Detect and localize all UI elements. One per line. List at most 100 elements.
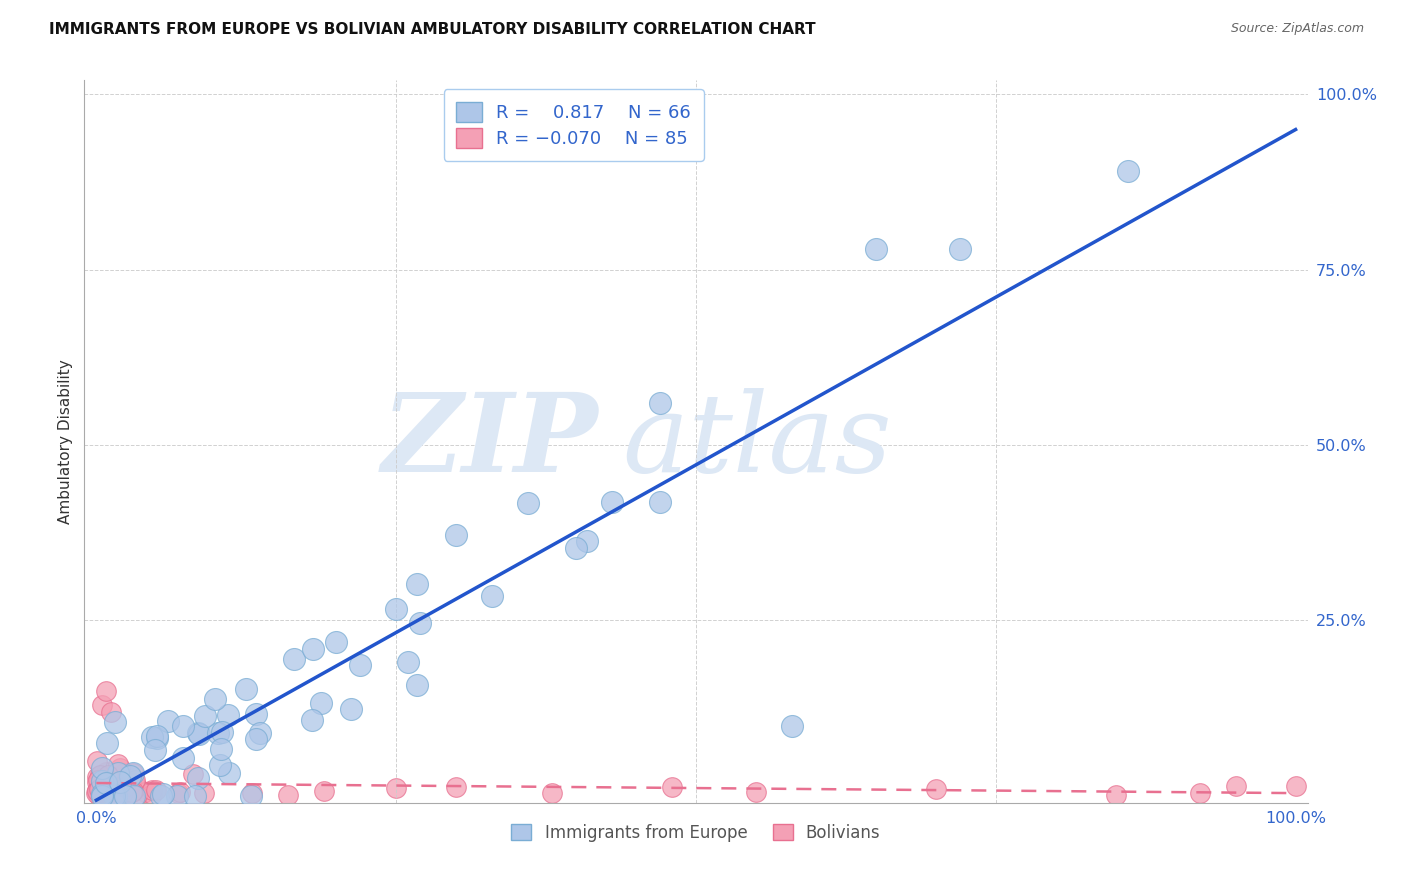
Point xyxy=(301,642,323,657)
Point xyxy=(91,772,114,786)
Text: IMMIGRANTS FROM EUROPE VS BOLIVIAN AMBULATORY DISABILITY CORRELATION CHART: IMMIGRANTS FROM EUROPE VS BOLIVIAN AMBUL… xyxy=(49,22,815,37)
Point xyxy=(91,787,114,801)
Point xyxy=(124,776,146,790)
Point xyxy=(172,751,194,765)
Point xyxy=(235,681,257,696)
Point xyxy=(600,495,623,509)
Point xyxy=(218,707,240,722)
Point xyxy=(925,781,948,796)
Point xyxy=(114,789,136,803)
Point xyxy=(86,782,108,797)
Point xyxy=(86,784,108,798)
Point xyxy=(100,705,122,719)
Point xyxy=(91,698,114,712)
Point xyxy=(134,785,156,799)
Point xyxy=(91,774,114,789)
Point xyxy=(91,789,114,803)
Point xyxy=(93,770,115,784)
Point xyxy=(565,541,588,555)
Point xyxy=(114,789,136,803)
Point xyxy=(141,783,163,797)
Point xyxy=(101,785,124,799)
Point xyxy=(245,707,267,722)
Point xyxy=(780,718,803,732)
Point xyxy=(208,757,231,772)
Point xyxy=(94,780,117,795)
Point xyxy=(187,727,209,741)
Point xyxy=(107,780,129,795)
Point xyxy=(409,615,432,630)
Point xyxy=(184,789,207,803)
Point xyxy=(121,765,143,780)
Point xyxy=(125,789,148,803)
Point xyxy=(128,781,150,796)
Point xyxy=(89,782,111,797)
Point xyxy=(121,784,143,798)
Point xyxy=(152,787,174,801)
Point xyxy=(97,786,120,800)
Point xyxy=(1225,779,1247,793)
Point xyxy=(89,768,111,782)
Point xyxy=(86,786,108,800)
Point xyxy=(349,657,371,672)
Point xyxy=(101,778,124,792)
Point xyxy=(89,783,111,797)
Point xyxy=(340,702,363,716)
Point xyxy=(94,683,117,698)
Point xyxy=(444,527,467,541)
Point xyxy=(277,788,299,802)
Point xyxy=(1284,779,1306,793)
Point xyxy=(145,783,167,797)
Point xyxy=(120,776,142,790)
Point xyxy=(112,785,135,799)
Point xyxy=(211,724,233,739)
Point xyxy=(108,778,131,792)
Point xyxy=(396,655,419,669)
Point xyxy=(124,772,146,787)
Point xyxy=(97,768,120,782)
Point xyxy=(187,771,209,785)
Point xyxy=(111,788,134,802)
Point xyxy=(194,709,217,723)
Text: atlas: atlas xyxy=(623,388,893,495)
Point xyxy=(245,732,267,747)
Point xyxy=(949,242,972,256)
Point xyxy=(309,696,332,710)
Point xyxy=(87,789,110,803)
Point xyxy=(209,742,232,756)
Point xyxy=(204,692,226,706)
Point xyxy=(118,786,141,800)
Point xyxy=(89,786,111,800)
Point xyxy=(120,785,142,799)
Point xyxy=(143,743,166,757)
Point xyxy=(146,731,169,745)
Point xyxy=(1116,164,1139,178)
Point xyxy=(385,780,408,795)
Point xyxy=(96,736,118,750)
Point xyxy=(121,785,143,799)
Point xyxy=(89,783,111,797)
Point xyxy=(93,781,115,796)
Point xyxy=(105,784,128,798)
Point xyxy=(122,789,145,803)
Point xyxy=(104,715,127,730)
Point xyxy=(481,589,503,603)
Point xyxy=(91,778,114,792)
Point xyxy=(150,789,173,803)
Point xyxy=(240,786,263,800)
Point xyxy=(444,780,467,794)
Point xyxy=(314,783,336,797)
Point xyxy=(405,678,427,692)
Point xyxy=(96,775,118,789)
Point xyxy=(101,775,124,789)
Point xyxy=(86,773,108,788)
Point xyxy=(112,786,135,800)
Point xyxy=(91,762,114,776)
Point xyxy=(385,602,408,616)
Point xyxy=(187,726,209,740)
Point xyxy=(169,784,191,798)
Point xyxy=(91,780,114,795)
Point xyxy=(239,789,262,803)
Point xyxy=(661,780,683,794)
Point xyxy=(541,786,564,800)
